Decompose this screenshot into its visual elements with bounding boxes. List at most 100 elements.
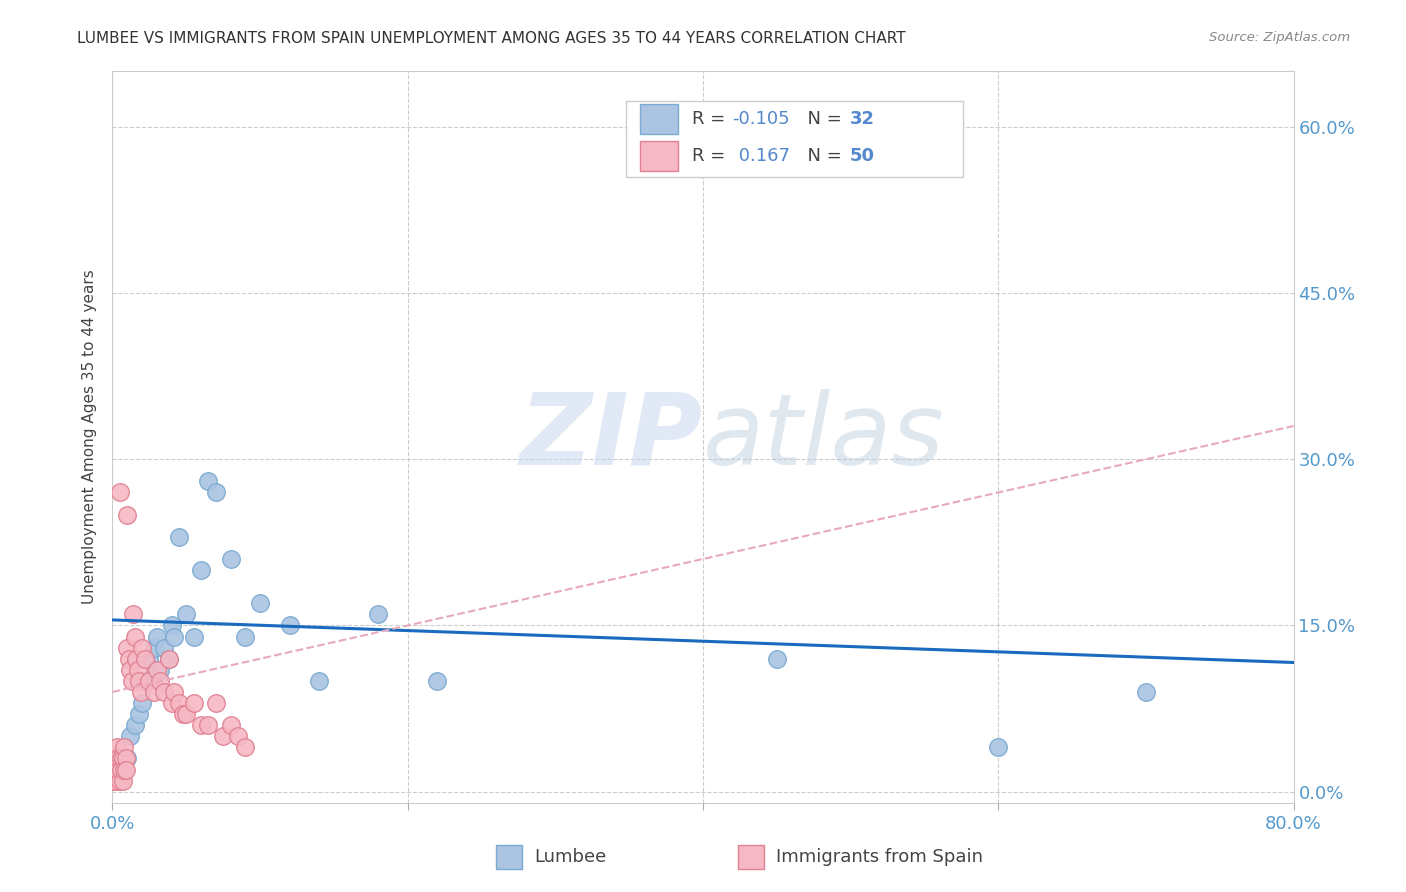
Point (138, 651, 160, 665)
Bar (738, 846, 765, 869)
Point (112, 740, 135, 755)
Point (128, 673, 150, 688)
Point (146, 630, 169, 644)
Point (157, 651, 180, 665)
Point (142, 640, 165, 655)
Point (160, 618, 183, 632)
Text: R =: R = (692, 110, 731, 128)
Point (233, 630, 256, 644)
Point (103, 773, 125, 788)
Point (111, 773, 134, 788)
Point (122, 607, 145, 622)
Point (308, 673, 330, 688)
Point (118, 651, 141, 665)
Point (103, 763, 125, 777)
Point (167, 696, 190, 710)
Point (153, 640, 176, 655)
Point (138, 673, 160, 688)
Point (190, 563, 212, 577)
Point (117, 508, 138, 522)
Point (149, 663, 172, 677)
Point (163, 630, 186, 644)
Point (108, 773, 131, 788)
Text: R =: R = (692, 147, 731, 165)
Point (146, 663, 169, 677)
Point (134, 651, 156, 665)
Point (1135, 685, 1157, 699)
Point (219, 552, 242, 566)
Point (125, 651, 148, 665)
Point (167, 530, 190, 544)
Point (157, 651, 180, 665)
Point (127, 663, 149, 677)
Text: 50: 50 (849, 147, 875, 165)
Point (117, 751, 138, 765)
Point (112, 763, 135, 777)
Point (149, 673, 172, 688)
Point (219, 718, 242, 732)
Text: Immigrants from Spain: Immigrants from Spain (776, 848, 983, 866)
Point (104, 751, 127, 765)
Point (205, 485, 228, 500)
Point (153, 685, 176, 699)
Point (142, 685, 165, 699)
Point (114, 763, 136, 777)
Point (249, 596, 271, 610)
Text: Source: ZipAtlas.com: Source: ZipAtlas.com (1209, 31, 1350, 45)
Point (112, 763, 135, 777)
Text: atlas: atlas (703, 389, 945, 485)
Bar (640, 141, 678, 171)
Point (190, 718, 212, 732)
Point (174, 707, 197, 722)
Text: N =: N = (796, 110, 848, 128)
Point (183, 696, 205, 710)
Point (766, 651, 789, 665)
Text: 32: 32 (849, 110, 875, 128)
Text: 0.167: 0.167 (733, 147, 790, 165)
Point (120, 663, 142, 677)
Text: LUMBEE VS IMMIGRANTS FROM SPAIN UNEMPLOYMENT AMONG AGES 35 TO 44 YEARS CORRELATI: LUMBEE VS IMMIGRANTS FROM SPAIN UNEMPLOY… (77, 31, 905, 46)
Point (174, 607, 197, 622)
Point (367, 607, 389, 622)
Point (105, 740, 128, 755)
Point (110, 763, 132, 777)
Point (226, 729, 249, 743)
Point (124, 630, 146, 644)
Point (212, 729, 235, 743)
Point (105, 763, 128, 777)
FancyBboxPatch shape (626, 101, 963, 178)
Point (129, 685, 152, 699)
Point (107, 763, 129, 777)
Point (197, 718, 219, 732)
Text: Lumbee: Lumbee (534, 848, 606, 866)
Point (233, 740, 256, 755)
Point (278, 618, 301, 632)
Point (197, 475, 219, 489)
Point (172, 707, 194, 722)
Point (110, 751, 132, 765)
Point (987, 740, 1010, 755)
Bar (496, 846, 522, 869)
Point (163, 685, 186, 699)
Point (134, 673, 156, 688)
Point (205, 696, 228, 710)
Point (124, 718, 146, 732)
Point (131, 696, 153, 710)
Point (107, 751, 129, 765)
Point (128, 707, 150, 722)
Text: ZIP: ZIP (520, 389, 703, 485)
Point (117, 640, 138, 655)
Bar (640, 103, 678, 135)
Point (104, 773, 127, 788)
Point (111, 751, 134, 765)
Point (108, 485, 131, 500)
Y-axis label: Unemployment Among Ages 35 to 44 years: Unemployment Among Ages 35 to 44 years (82, 269, 97, 605)
Point (160, 696, 183, 710)
Point (114, 751, 136, 765)
Text: N =: N = (796, 147, 848, 165)
Text: -0.105: -0.105 (733, 110, 790, 128)
Point (121, 673, 143, 688)
Point (120, 729, 142, 743)
Point (183, 630, 205, 644)
Point (131, 640, 153, 655)
